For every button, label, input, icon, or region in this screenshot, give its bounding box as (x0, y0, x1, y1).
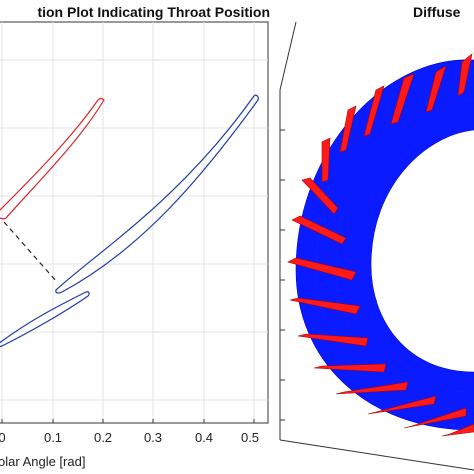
x-tick-label: 0.3 (143, 430, 163, 445)
throat-position-plot-panel: tion Plot Indicating Throat Position 0 0… (0, 4, 270, 469)
diffuser-blade (297, 333, 369, 347)
diffuser-ring (295, 59, 474, 431)
diffuser-blade (313, 363, 387, 373)
x-tick-label: 0.2 (93, 430, 113, 445)
red-blade-outline (0, 97, 105, 220)
diffuser-blades (287, 53, 474, 437)
diffuser-blade (390, 73, 415, 125)
vertical-grid (1, 22, 255, 423)
diffuser-blade (291, 215, 347, 245)
diffuser-blade (339, 105, 357, 153)
x-tick-label: 0.4 (194, 430, 214, 445)
throat-plot-svg (0, 21, 269, 424)
diffuser-blade (441, 423, 474, 437)
diffuser-blade (321, 137, 331, 183)
diffuser-blade (363, 85, 385, 137)
diffuser-plot-title: Diffuse (413, 4, 461, 20)
blue-blade-upper-outline (55, 94, 259, 294)
x-tick-label: 0.1 (43, 430, 63, 445)
plot-axes-box (0, 21, 269, 424)
diffuser-blade (425, 65, 447, 113)
diffuser-3d-panel: Diffuse (276, 0, 474, 474)
diffuser-blade (301, 177, 339, 215)
x-tick-marks (1, 419, 255, 423)
diffuser-3d-svg (279, 21, 474, 471)
3d-axis-ticks (280, 129, 285, 421)
blue-blade-lower-outline (0, 291, 90, 347)
diffuser-blade (289, 297, 361, 315)
diffuser-blade (367, 395, 437, 415)
x-axis-label: olar Angle [rad] (0, 454, 86, 469)
throat-line (3, 221, 58, 283)
x-tick-label: 0 (0, 430, 6, 445)
diffuser-blade (403, 407, 467, 429)
x-tick-label: 0.5 (240, 430, 260, 445)
diffuser-blade (457, 53, 473, 97)
diffuser-blade (287, 257, 357, 281)
3d-axes-box (279, 21, 474, 471)
throat-plot-title: tion Plot Indicating Throat Position (37, 4, 270, 20)
diffuser-blade (335, 381, 409, 395)
horizontal-grid (0, 59, 268, 401)
